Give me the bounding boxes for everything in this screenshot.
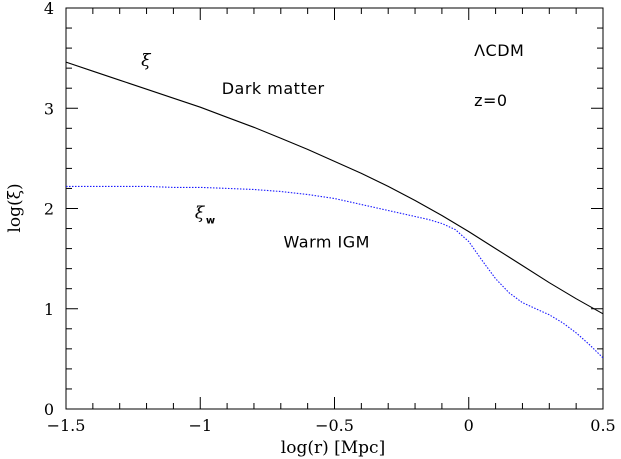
x-tick-label: −1.5 bbox=[47, 416, 86, 435]
x-axis-title: log(r) [Mpc] bbox=[281, 438, 385, 458]
x-tick-label: −1 bbox=[188, 416, 212, 435]
annotation-label: ΛCDM bbox=[474, 41, 524, 60]
y-tick-label: 0 bbox=[44, 400, 54, 419]
x-tick-label: 0 bbox=[464, 416, 474, 435]
y-tick-label: 4 bbox=[44, 0, 54, 18]
y-tick-label: 2 bbox=[44, 200, 54, 219]
warm-igm-line bbox=[66, 185, 604, 359]
y-axis-title: log(ξ) bbox=[5, 183, 25, 232]
xi-w-subscript: w bbox=[206, 216, 215, 227]
y-tick-label: 1 bbox=[44, 300, 54, 319]
annotation-label: Dark matter bbox=[222, 79, 325, 98]
dark-matter-line bbox=[65, 61, 604, 315]
x-tick-label: 0.5 bbox=[590, 416, 615, 435]
annotation-label: z=0 bbox=[474, 91, 507, 110]
xi-label: ξ bbox=[141, 51, 152, 71]
x-tick-label: −0.5 bbox=[315, 416, 354, 435]
xi-w-label: ξ bbox=[195, 204, 206, 224]
y-tick-label: 3 bbox=[44, 99, 54, 118]
axis-ticks bbox=[65, 7, 604, 410]
annotation-label: Warm IGM bbox=[283, 233, 370, 252]
tick-labels: −1.5 −1 −0.5 0 0.5 0 1 2 3 4 bbox=[44, 0, 616, 435]
series-layer bbox=[65, 61, 604, 359]
